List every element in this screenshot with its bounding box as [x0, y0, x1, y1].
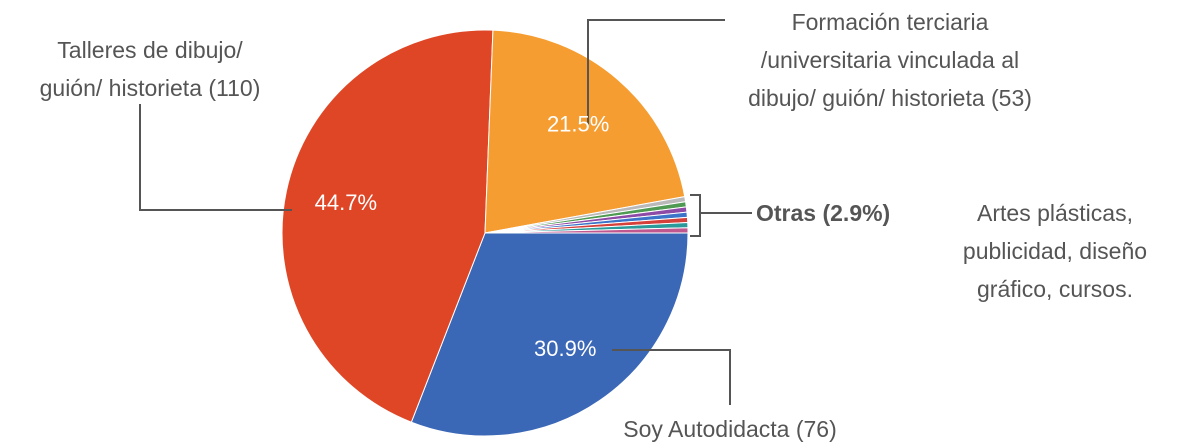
- leader-line: [587, 19, 725, 125]
- slice: [281, 29, 494, 423]
- leader-line: [139, 104, 292, 211]
- others-bracket: [690, 194, 701, 237]
- value-label: 21.5%: [547, 111, 609, 136]
- value-label: 44.7%: [315, 190, 377, 215]
- slice: [410, 232, 689, 437]
- category-label: Talleres de dibujo/ guión/ historieta (1…: [39, 37, 261, 101]
- slice: [484, 227, 689, 234]
- category-label: Soy Autodidacta (76): [623, 416, 837, 442]
- others-label: Otras (2.9%): [756, 200, 891, 226]
- value-label: 30.9%: [534, 336, 596, 361]
- category-label: Formación terciaria /universitaria vincu…: [748, 9, 1032, 111]
- leader-line: [612, 349, 731, 405]
- others-note: Artes plásticas, publicidad, diseño gráf…: [962, 200, 1148, 302]
- slices: [281, 29, 689, 437]
- slice: [484, 29, 686, 234]
